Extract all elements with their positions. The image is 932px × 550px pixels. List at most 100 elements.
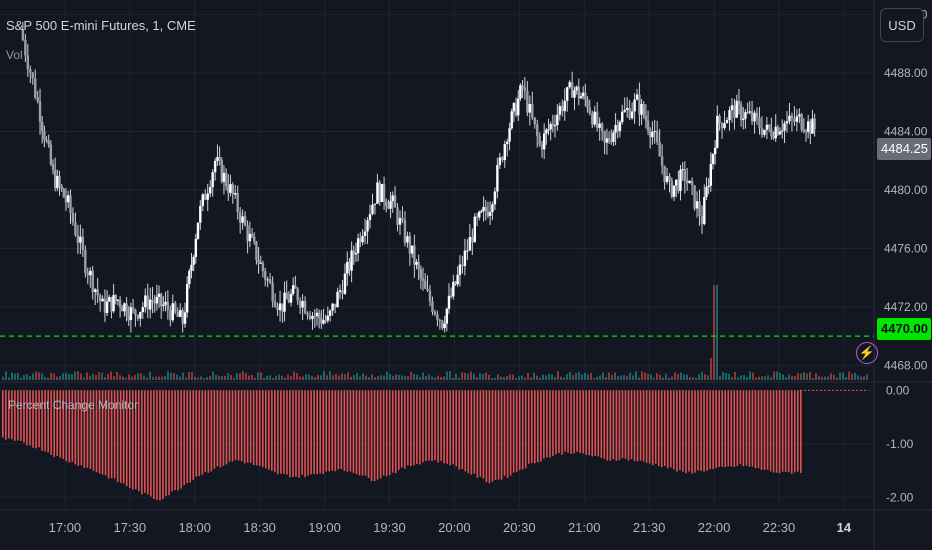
- volume-bar: [845, 376, 847, 380]
- percent-change-bar: [153, 390, 155, 499]
- candle-body: [222, 172, 226, 182]
- volume-bar: [212, 371, 214, 380]
- candle-body: [563, 100, 566, 112]
- price-tick-label: 4488.00: [884, 66, 928, 80]
- candle-body: [674, 179, 678, 186]
- percent-change-bar: [440, 390, 442, 461]
- candle-body: [317, 312, 321, 319]
- candle-body: [45, 139, 48, 141]
- percent-change-bar: [594, 390, 597, 456]
- percent-change-bar: [503, 390, 506, 476]
- candle-body: [176, 311, 179, 317]
- symbol-title: S&P 500 E-mini Futures, 1, CME: [6, 18, 196, 33]
- candle-body: [144, 295, 147, 308]
- percent-change-bar: [283, 390, 285, 474]
- volume-bar: [626, 376, 628, 380]
- candle-body: [363, 231, 367, 236]
- candle-body: [528, 103, 532, 113]
- volume-bar: [587, 374, 589, 380]
- candle-body: [29, 69, 32, 73]
- candle-body: [501, 157, 504, 161]
- candle-body: [670, 180, 674, 197]
- volume-bar: [413, 373, 415, 380]
- volume-bar: [710, 357, 712, 380]
- volume-bar: [830, 373, 832, 380]
- candle-body: [809, 121, 812, 134]
- volume-bar: [326, 375, 328, 380]
- volume-bar: [149, 371, 151, 380]
- volume-bar: [410, 371, 412, 380]
- candle-body: [586, 99, 589, 108]
- percent-change-bar: [515, 390, 518, 472]
- candle-body: [695, 201, 699, 209]
- candle-body: [112, 294, 115, 312]
- volume-bar: [359, 376, 361, 380]
- volume-bar: [791, 375, 793, 380]
- volume-bar: [692, 377, 694, 380]
- candle-body: [677, 179, 680, 191]
- volume-bar: [698, 374, 700, 380]
- volume-bar: [206, 376, 208, 380]
- candle-body: [755, 112, 759, 118]
- candle-body: [540, 144, 544, 150]
- percent-change-bar: [769, 390, 772, 472]
- candle-body: [261, 262, 265, 272]
- percent-change-bar: [225, 390, 228, 465]
- candle-body: [278, 303, 282, 311]
- volume-bar: [644, 372, 646, 380]
- lightning-bolt-icon[interactable]: ⚡: [856, 342, 878, 364]
- volume-bar: [773, 371, 775, 380]
- volume-bar: [638, 377, 640, 380]
- candle-body: [62, 188, 66, 198]
- candle-body: [396, 207, 399, 225]
- candle-body: [171, 303, 174, 321]
- percent-change-bar: [237, 390, 240, 461]
- volume-bar: [209, 376, 211, 380]
- candle-body: [359, 238, 362, 243]
- currency-button[interactable]: USD: [880, 8, 924, 42]
- percent-change-bar: [742, 390, 745, 467]
- volume-bar: [272, 377, 274, 380]
- percent-change-bar: [382, 390, 385, 476]
- candle-body: [98, 295, 102, 302]
- volume-bar: [86, 372, 88, 380]
- percent-change-bar: [14, 390, 16, 441]
- candle-body: [633, 99, 636, 112]
- candle-body: [628, 108, 631, 119]
- candle-body: [655, 130, 659, 142]
- percent-change-bar: [286, 390, 288, 475]
- candle-body: [774, 126, 777, 139]
- candle-body: [703, 197, 706, 225]
- percent-change-bar: [567, 390, 569, 453]
- percent-change-bar: [310, 390, 312, 475]
- candle-body: [36, 97, 39, 102]
- percent-change-bar: [651, 390, 654, 466]
- candle-body: [426, 288, 429, 291]
- candle-body: [421, 278, 425, 281]
- candle-body: [273, 301, 277, 307]
- volume-bar: [407, 376, 409, 380]
- candle-body: [454, 281, 457, 285]
- candle-body: [336, 291, 339, 308]
- volume-bar: [821, 376, 823, 380]
- volume-bar: [683, 374, 685, 380]
- volume-bar: [224, 375, 226, 380]
- volume-bar: [380, 375, 382, 380]
- candle-body: [341, 290, 344, 294]
- percent-change-bar: [588, 390, 591, 456]
- percent-change-bar: [591, 390, 594, 457]
- horizontal-line-price-tag[interactable]: 4470.00: [877, 318, 931, 340]
- percent-change-bar: [322, 390, 325, 474]
- candle-body: [116, 299, 120, 301]
- percent-change-bar: [446, 390, 448, 464]
- volume-bar: [584, 372, 586, 380]
- percent-change-bar: [138, 390, 140, 492]
- volume-bar: [44, 376, 46, 380]
- volume-bar: [296, 372, 298, 380]
- candle-body: [579, 96, 583, 99]
- percent-change-bar: [576, 390, 578, 452]
- candle-body: [350, 250, 353, 271]
- volume-bar: [350, 376, 352, 380]
- percent-change-bar: [313, 390, 315, 475]
